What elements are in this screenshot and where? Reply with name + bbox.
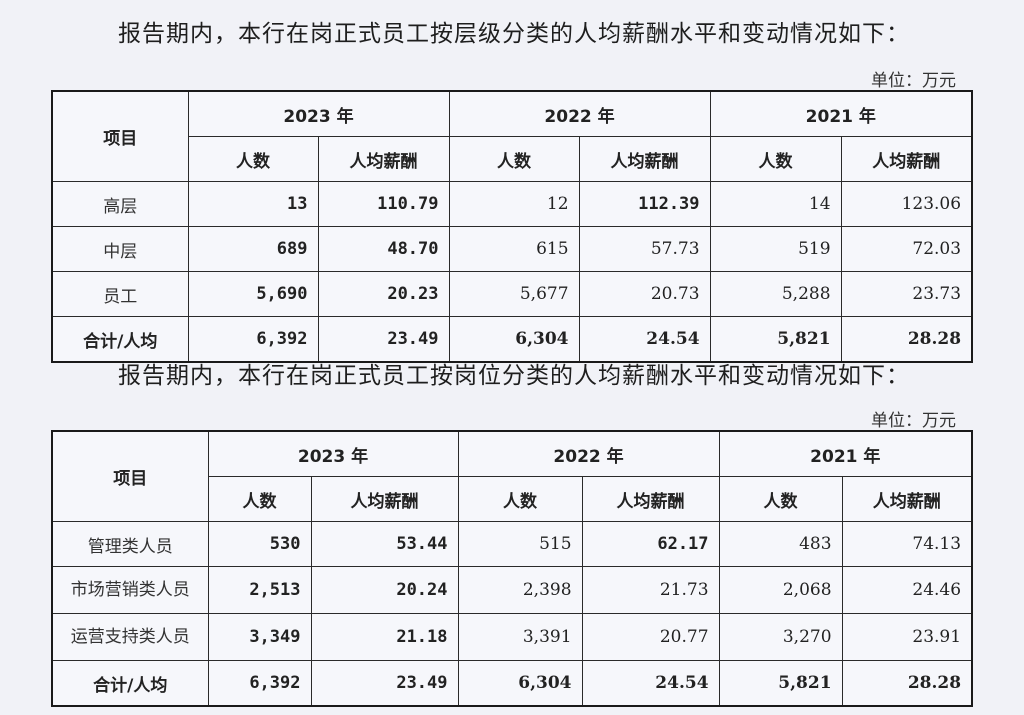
table-row: 运营支持类人员 3,349 21.18 3,391 20.77 3,270 23… [51, 613, 974, 661]
avg-salary-header: 人均薪酬 [317, 136, 450, 182]
headcount-header: 人数 [448, 136, 580, 182]
cell: 28.28 [841, 660, 974, 707]
year-header-2021: 2021 年 [709, 90, 974, 137]
row-label: 合计/人均 [51, 316, 189, 363]
cell: 5,690 [187, 271, 319, 317]
headcount-header: 人数 [718, 476, 843, 522]
cell: 57.73 [578, 226, 711, 272]
cell: 13 [187, 181, 319, 227]
cell: 23.49 [310, 660, 459, 707]
cell: 2,068 [718, 566, 843, 614]
intro-text-position: 报告期内，本行在岗正式员工按岗位分类的人均薪酬水平和变动情况如下： [118, 363, 910, 389]
row-label: 市场营销类人员 [51, 566, 209, 614]
cell: 112.39 [578, 181, 711, 227]
cell: 6,392 [207, 660, 312, 707]
table-row: 中层 689 48.70 615 57.73 519 72.03 [51, 226, 974, 272]
avg-salary-header: 人均薪酬 [581, 476, 720, 522]
intro-text-level: 报告期内，本行在岗正式员工按层级分类的人均薪酬水平和变动情况如下： [118, 21, 910, 47]
avg-salary-header: 人均薪酬 [840, 136, 974, 182]
table-row: 员工 5,690 20.23 5,677 20.73 5,288 23.73 [51, 271, 974, 317]
cell: 24.54 [578, 316, 711, 363]
cell: 20.77 [581, 613, 720, 661]
year-header-2021: 2021 年 [718, 430, 974, 477]
cell: 74.13 [841, 521, 974, 567]
cell: 123.06 [840, 181, 974, 227]
cell: 53.44 [310, 521, 459, 567]
cell: 62.17 [581, 521, 720, 567]
cell: 48.70 [317, 226, 450, 272]
cell: 23.49 [317, 316, 450, 363]
avg-salary-header: 人均薪酬 [578, 136, 711, 182]
cell: 14 [709, 181, 842, 227]
cell: 519 [709, 226, 842, 272]
cell: 12 [448, 181, 580, 227]
item-header: 项目 [51, 90, 189, 182]
headcount-header: 人数 [207, 476, 312, 522]
headcount-header: 人数 [457, 476, 583, 522]
cell: 24.46 [841, 566, 974, 614]
row-label: 中层 [51, 226, 189, 272]
headcount-header: 人数 [709, 136, 842, 182]
cell: 483 [718, 521, 843, 567]
salary-by-level-table: 项目 2023 年 2022 年 2021 年 人数 人均薪酬 人数 人均薪酬 … [51, 90, 974, 363]
cell: 2,398 [457, 566, 583, 614]
cell: 3,391 [457, 613, 583, 661]
cell: 530 [207, 521, 312, 567]
cell: 6,392 [187, 316, 319, 363]
cell: 28.28 [840, 316, 974, 363]
cell: 615 [448, 226, 580, 272]
unit-label-1: 单位：万元 [871, 71, 956, 91]
row-label: 管理类人员 [51, 521, 209, 567]
cell: 5,288 [709, 271, 842, 317]
cell: 3,349 [207, 613, 312, 661]
row-label: 高层 [51, 181, 189, 227]
cell: 2,513 [207, 566, 312, 614]
cell: 20.73 [578, 271, 711, 317]
year-header-2023: 2023 年 [187, 90, 450, 137]
cell: 24.54 [581, 660, 720, 707]
table-row: 高层 13 110.79 12 112.39 14 123.06 [51, 181, 974, 227]
cell: 21.73 [581, 566, 720, 614]
cell: 689 [187, 226, 319, 272]
unit-label-2: 单位：万元 [871, 411, 956, 431]
row-label: 员工 [51, 271, 189, 317]
cell: 6,304 [457, 660, 583, 707]
cell: 23.91 [841, 613, 974, 661]
avg-salary-header: 人均薪酬 [310, 476, 459, 522]
cell: 21.18 [310, 613, 459, 661]
avg-salary-header: 人均薪酬 [841, 476, 974, 522]
cell: 6,304 [448, 316, 580, 363]
cell: 5,821 [718, 660, 843, 707]
cell: 20.24 [310, 566, 459, 614]
year-header-2022: 2022 年 [448, 90, 711, 137]
year-header-2022: 2022 年 [457, 430, 720, 477]
cell: 20.23 [317, 271, 450, 317]
cell: 72.03 [840, 226, 974, 272]
cell: 5,677 [448, 271, 580, 317]
cell: 23.73 [840, 271, 974, 317]
item-header: 项目 [51, 430, 209, 522]
headcount-header: 人数 [187, 136, 319, 182]
table-row: 市场营销类人员 2,513 20.24 2,398 21.73 2,068 24… [51, 566, 974, 614]
row-label: 运营支持类人员 [51, 613, 209, 661]
year-header-2023: 2023 年 [207, 430, 459, 477]
total-row: 合计/人均 6,392 23.49 6,304 24.54 5,821 28.2… [51, 316, 974, 363]
table-row: 管理类人员 530 53.44 515 62.17 483 74.13 [51, 521, 974, 567]
salary-by-position-table: 项目 2023 年 2022 年 2021 年 人数 人均薪酬 人数 人均薪酬 … [51, 430, 974, 707]
cell: 3,270 [718, 613, 843, 661]
total-row: 合计/人均 6,392 23.49 6,304 24.54 5,821 28.2… [51, 660, 974, 707]
cell: 515 [457, 521, 583, 567]
cell: 110.79 [317, 181, 450, 227]
row-label: 合计/人均 [51, 660, 209, 707]
